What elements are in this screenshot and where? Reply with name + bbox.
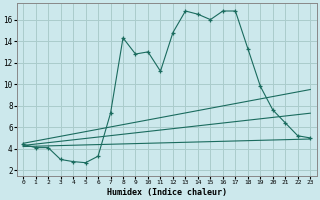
X-axis label: Humidex (Indice chaleur): Humidex (Indice chaleur) — [107, 188, 227, 197]
